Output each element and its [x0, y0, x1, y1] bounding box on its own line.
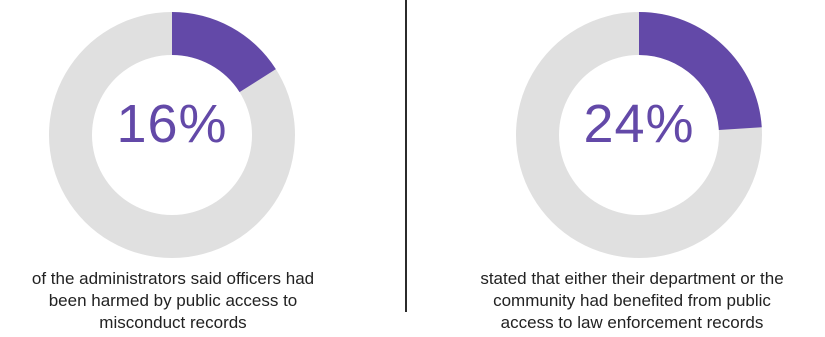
caption-harmed: of the administrators said officers had … [0, 268, 346, 334]
donut-chart-harmed [48, 12, 295, 258]
chart-panel-benefited: 24% stated that either their department … [425, 0, 825, 337]
chart-panel-harmed: 16% of the administrators said officers … [0, 0, 400, 337]
donut-chart-benefited [515, 12, 762, 258]
donut-segment-value [172, 12, 276, 93]
caption-line: been harmed by public access to [48, 291, 298, 310]
percent-label-harmed: 16% [116, 94, 228, 154]
caption-line: misconduct records [99, 313, 247, 332]
percent-label-benefited: 24% [583, 94, 695, 154]
caption-line: stated that either their department or t… [480, 269, 784, 288]
caption-line: community had benefited from public [493, 291, 771, 310]
caption-benefited: stated that either their department or t… [437, 268, 825, 334]
vertical-divider [405, 0, 407, 312]
caption-line: of the administrators said officers had [31, 269, 315, 288]
donut-segment-value [639, 12, 762, 130]
caption-line: access to law enforcement records [500, 313, 764, 332]
